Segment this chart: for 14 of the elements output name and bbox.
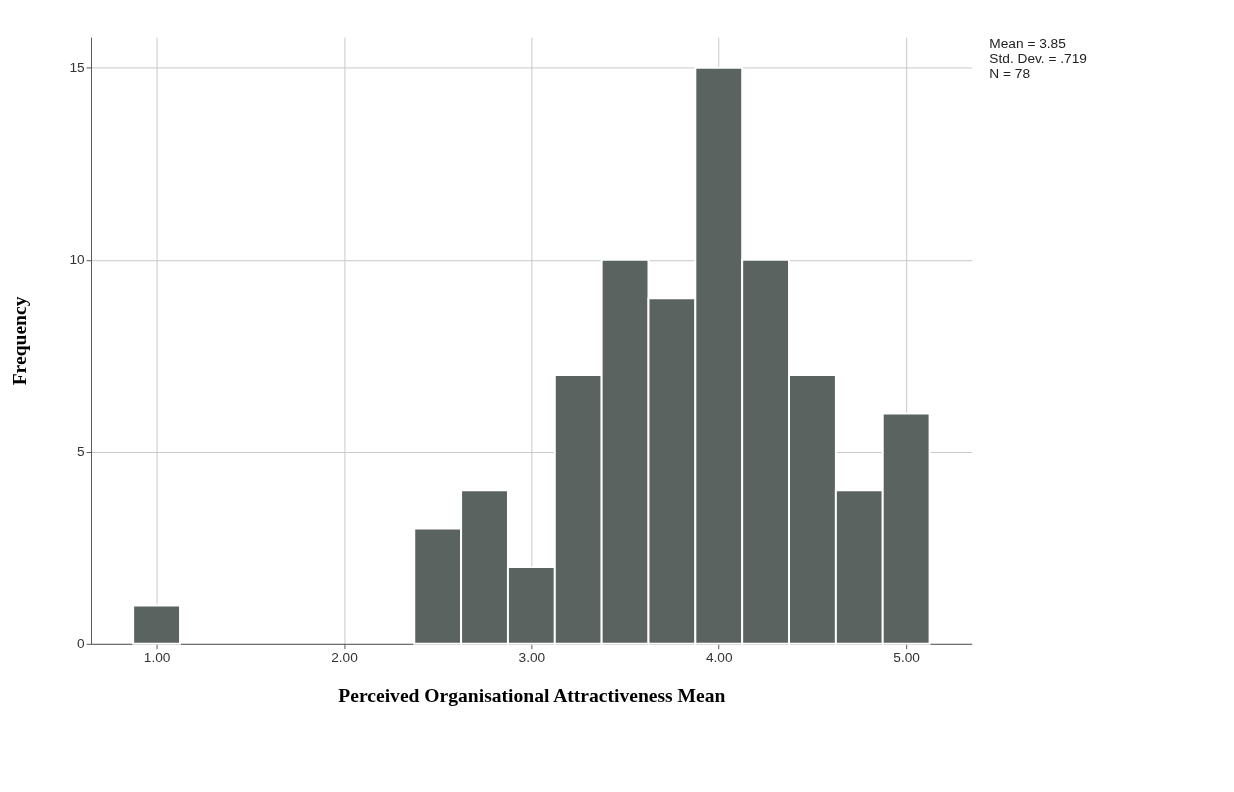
y-tick-label: 10: [69, 252, 86, 268]
text: Mean = 3.85: [989, 35, 1067, 51]
y-axis-title: Frequency: [9, 296, 31, 386]
x-tick-label: 1.00: [143, 649, 171, 665]
y-tick-label: 5: [77, 444, 86, 460]
x-tick-label: 2.00: [331, 649, 359, 665]
x-tick-label: 4.00: [705, 649, 733, 665]
y-tick-label: 15: [69, 60, 86, 76]
text: N = 78: [989, 66, 1031, 82]
text: Std. Dev. = .719: [989, 51, 1087, 67]
y-tick-label: 0: [77, 636, 86, 652]
x-axis-title: Perceived Organisational Attractiveness Mean: [338, 685, 726, 707]
x-tick-label: 5.00: [893, 649, 921, 665]
x-tick-label: 3.00: [518, 649, 546, 665]
